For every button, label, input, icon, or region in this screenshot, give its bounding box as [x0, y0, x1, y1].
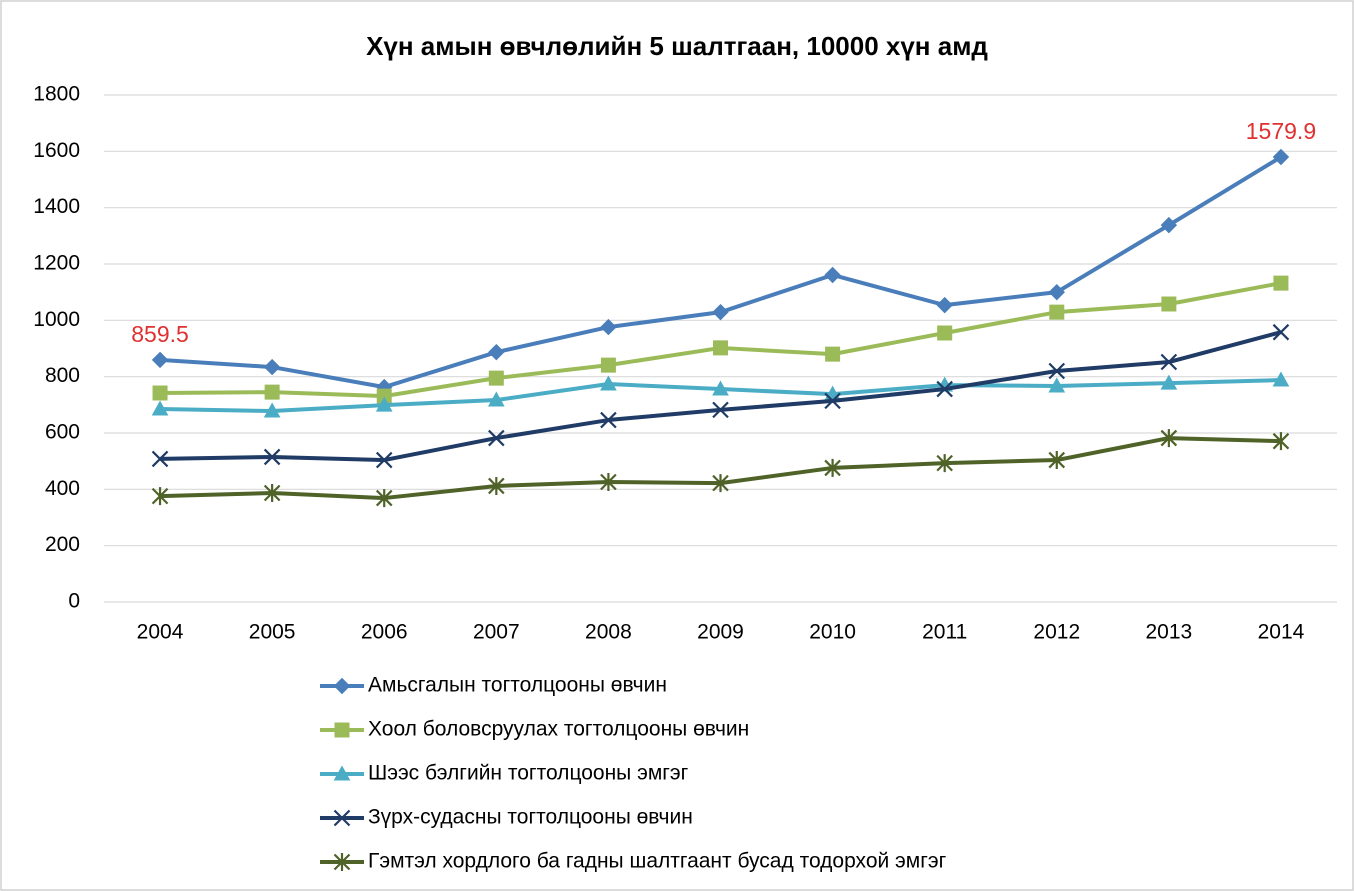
- data-point: [152, 385, 168, 401]
- data-point: [151, 450, 169, 468]
- data-label: 859.5: [131, 321, 189, 347]
- data-point: [1048, 451, 1066, 470]
- data-point: [712, 380, 729, 396]
- data-point: [1049, 304, 1065, 320]
- y-tick-label: 0: [68, 590, 80, 613]
- x-tick-label: 2005: [249, 621, 296, 644]
- data-point: [712, 401, 729, 419]
- data-point: [824, 266, 841, 284]
- data-point: [375, 396, 393, 412]
- x-tick-label: 2007: [473, 621, 520, 644]
- data-point: [488, 343, 505, 361]
- data-point: [1161, 296, 1177, 312]
- data-point: [825, 346, 841, 362]
- data-point: [488, 370, 504, 386]
- x-tick-label: 2006: [361, 621, 408, 644]
- data-point: [1160, 374, 1178, 390]
- x-tick-label: 2012: [1033, 621, 1080, 644]
- data-point: [1273, 275, 1289, 291]
- legend-marker: [334, 722, 350, 738]
- data-point: [264, 384, 280, 400]
- data-point: [1272, 432, 1290, 451]
- x-tick-label: 2009: [697, 621, 744, 644]
- data-point: [1160, 429, 1178, 448]
- data-point: [937, 325, 953, 341]
- data-point: [151, 487, 169, 506]
- data-point: [375, 451, 393, 469]
- legend-label: Гэмтэл хордлого ба гадны шалтгаант бусад…: [368, 850, 947, 873]
- legend-marker: [333, 853, 351, 871]
- data-point: [600, 411, 617, 429]
- data-point: [936, 380, 953, 398]
- x-tick-label: 2011: [922, 621, 967, 644]
- data-point: [263, 448, 281, 466]
- data-point: [151, 351, 169, 369]
- legend-label: Шээс бэлгийн тогтолцооны эмгэг: [368, 762, 689, 785]
- legend-label: Зүрх-судасны тогтолцооны өвчин: [368, 806, 693, 829]
- y-tick-label: 1200: [33, 252, 80, 275]
- data-point: [263, 402, 281, 418]
- data-point: [1048, 283, 1065, 301]
- data-point: [712, 303, 729, 321]
- legend-marker: [333, 809, 351, 827]
- y-tick-label: 800: [45, 364, 80, 387]
- data-point: [936, 296, 953, 314]
- x-tick-label: 2013: [1146, 621, 1193, 644]
- data-point: [1048, 377, 1066, 393]
- x-tick-label: 2010: [809, 621, 856, 644]
- data-point: [1272, 371, 1290, 387]
- legend-label: Хоол боловсруулах тогтолцооны өвчин: [368, 718, 749, 741]
- data-point: [487, 391, 505, 407]
- y-tick-label: 200: [45, 533, 80, 556]
- x-tick-label: 2014: [1258, 621, 1305, 644]
- y-tick-label: 1600: [33, 139, 80, 162]
- data-point: [375, 489, 393, 508]
- legend-marker: [333, 677, 351, 695]
- y-tick-label: 1400: [33, 195, 80, 218]
- data-point: [1272, 148, 1290, 166]
- x-tick-label: 2008: [585, 621, 632, 644]
- legend-marker: [333, 765, 351, 781]
- y-tick-label: 400: [45, 477, 80, 500]
- data-point: [713, 340, 728, 356]
- y-tick-label: 1800: [33, 83, 80, 106]
- data-point: [600, 318, 617, 336]
- data-point: [824, 392, 841, 410]
- data-point: [488, 476, 505, 495]
- data-point: [600, 357, 616, 373]
- data-point: [712, 474, 729, 493]
- data-label: 1579.9: [1246, 118, 1316, 144]
- data-point: [824, 458, 841, 477]
- data-point: [263, 483, 281, 502]
- legend-label: Амьсгалын тогтолцооны өвчин: [368, 674, 667, 697]
- chart-title: Хүн амын өвчлөлийн 5 шалтгаан, 10000 хүн…: [366, 31, 988, 61]
- data-point: [1160, 216, 1178, 234]
- data-point: [1272, 323, 1290, 341]
- data-point: [600, 375, 617, 391]
- x-tick-label: 2004: [137, 621, 184, 644]
- y-tick-label: 1000: [33, 308, 80, 331]
- y-tick-label: 600: [45, 421, 80, 444]
- data-point: [263, 358, 281, 376]
- data-point: [151, 400, 169, 416]
- data-point: [600, 473, 617, 492]
- data-point: [1160, 353, 1178, 371]
- data-point: [936, 454, 953, 473]
- data-point: [1048, 362, 1066, 380]
- data-point: [488, 429, 505, 447]
